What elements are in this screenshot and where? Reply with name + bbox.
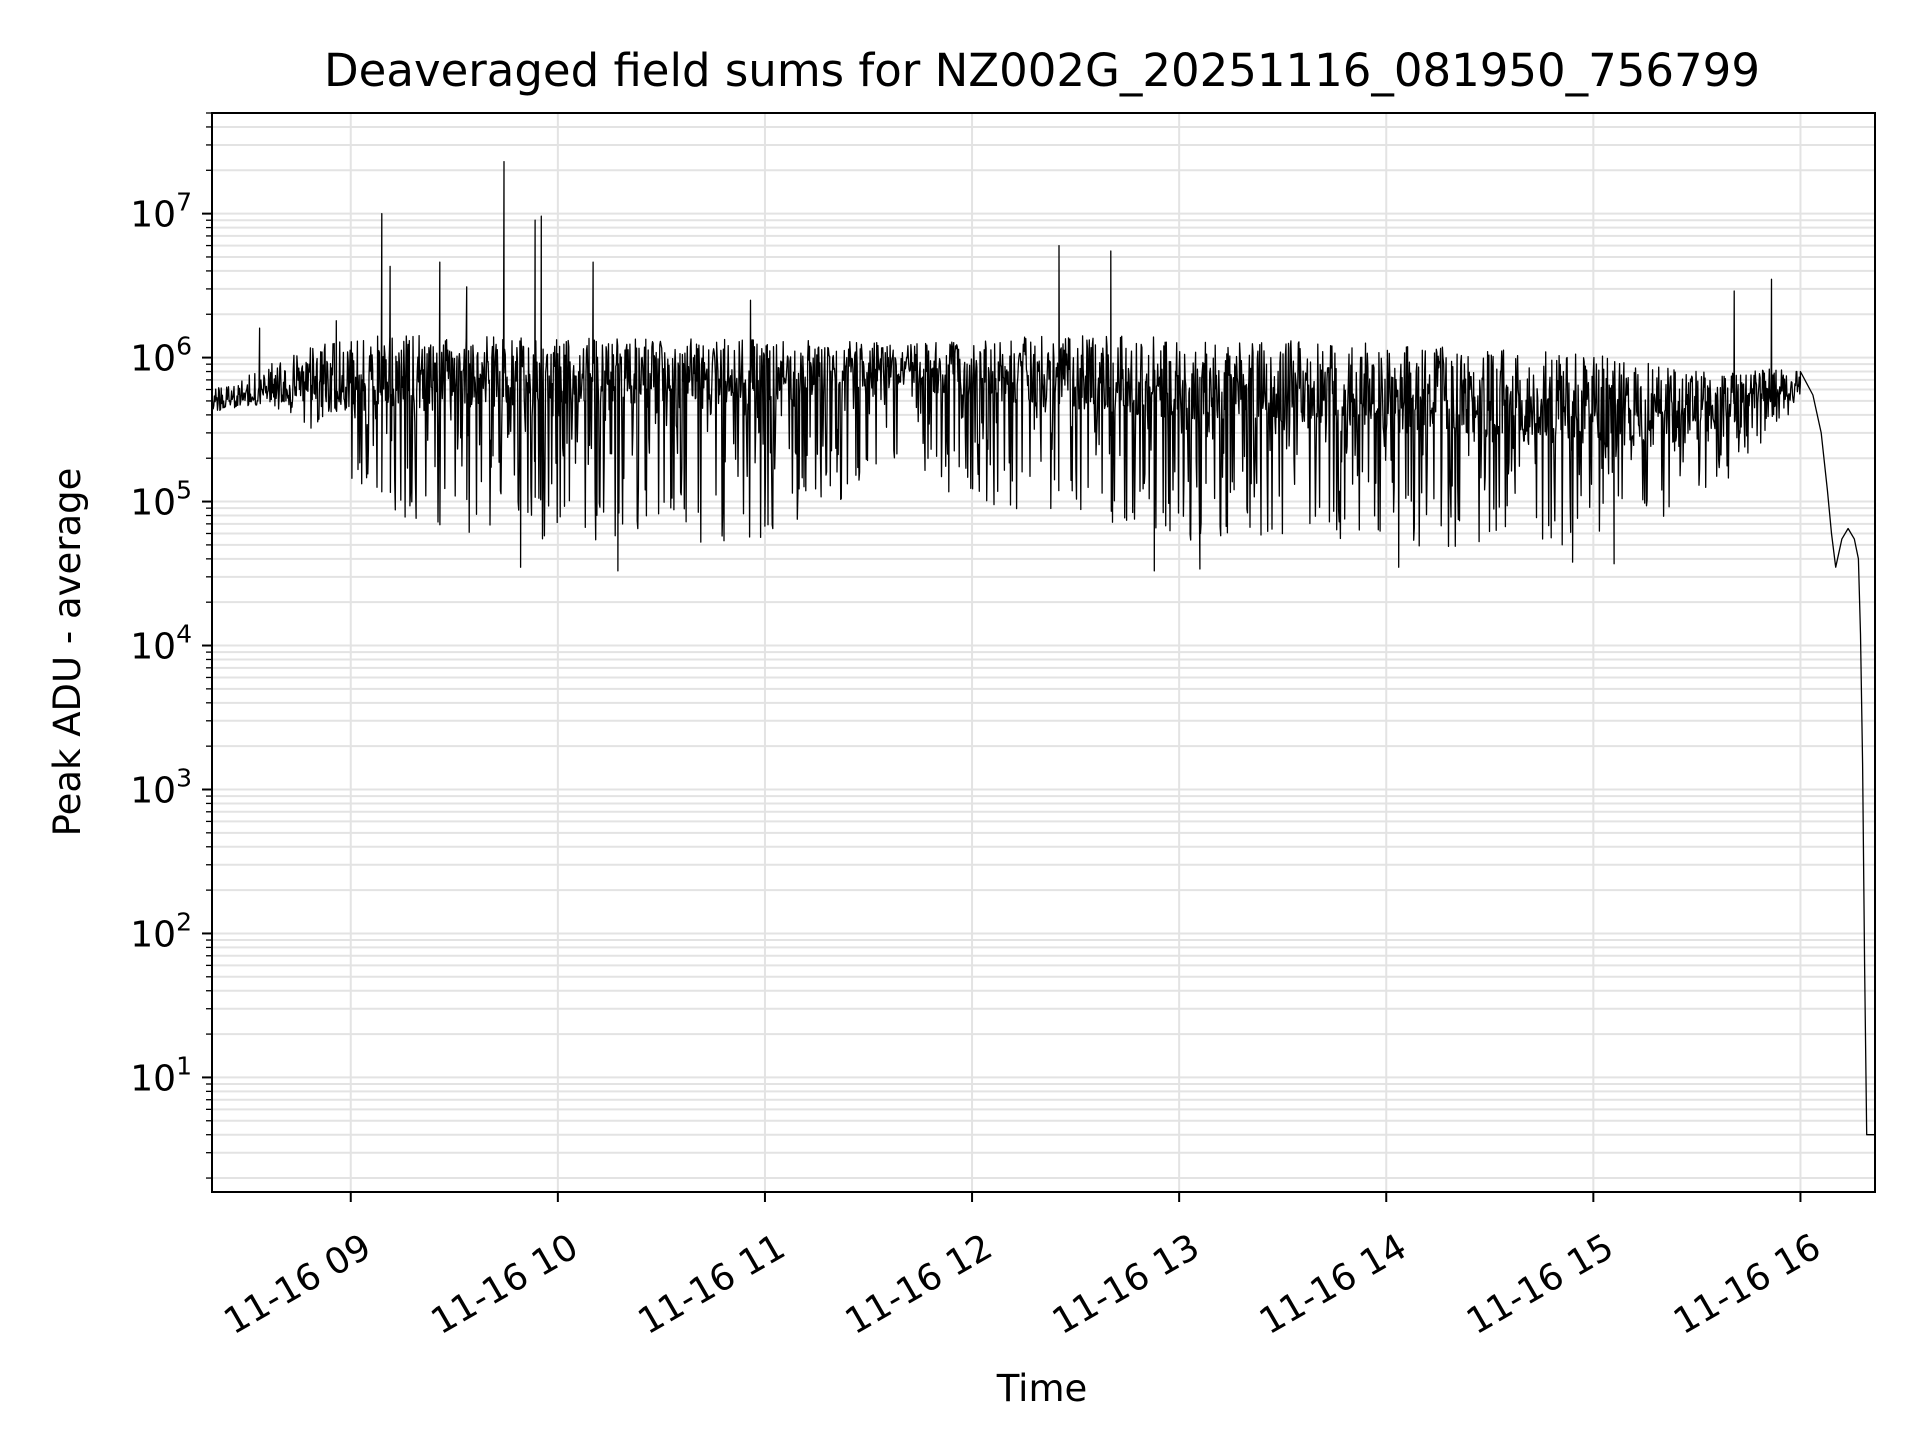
y-tick-label: 101 bbox=[130, 1051, 192, 1099]
y-tick-label: 107 bbox=[130, 188, 192, 236]
y-tick-label: 105 bbox=[130, 476, 192, 524]
y-tick-label: 103 bbox=[130, 763, 192, 811]
chart-title: Deaveraged field sums for NZ002G_2025111… bbox=[324, 44, 1760, 97]
y-tick-label: 106 bbox=[130, 332, 192, 380]
series-line bbox=[211, 160, 1875, 1136]
y-axis-label: Peak ADU - average bbox=[46, 468, 89, 837]
series-layer bbox=[211, 160, 1875, 1136]
x-axis-label: Time bbox=[996, 1367, 1088, 1410]
grid-layer bbox=[212, 112, 1875, 1192]
y-tick-label: 104 bbox=[130, 620, 192, 668]
y-tick-label: 102 bbox=[130, 907, 192, 955]
